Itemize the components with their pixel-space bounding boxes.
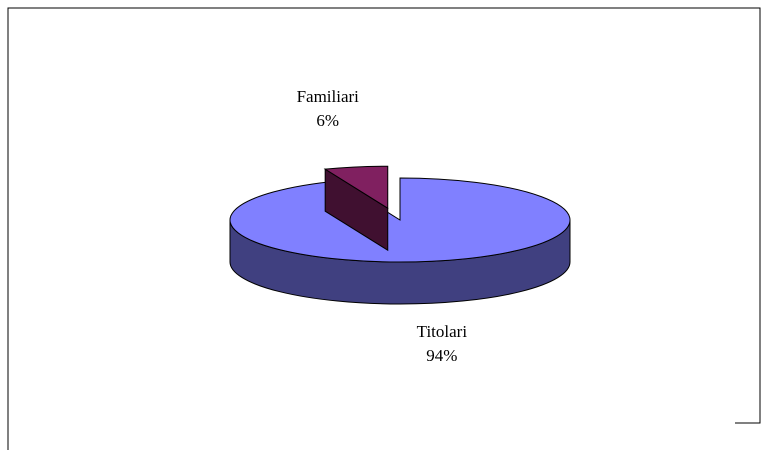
chart-frame xyxy=(7,7,761,450)
slice-label: Titolari xyxy=(417,322,468,341)
slice-value-label: 6% xyxy=(316,111,339,130)
slice-value-label: 94% xyxy=(426,346,457,365)
slice xyxy=(229,177,571,263)
slice-label: Familiari xyxy=(297,87,360,106)
slice xyxy=(323,165,389,210)
